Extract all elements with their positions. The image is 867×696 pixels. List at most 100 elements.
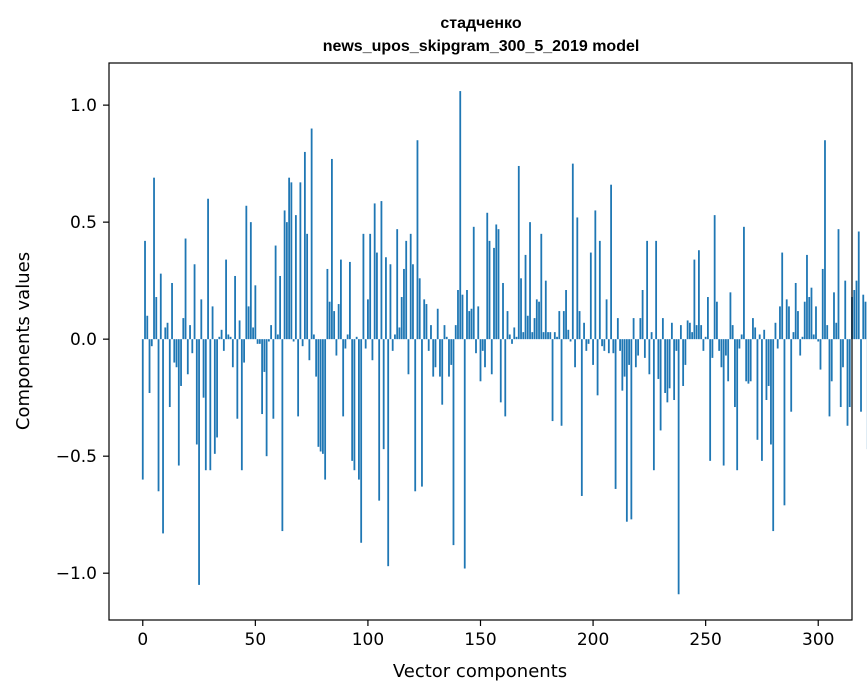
bar (722, 339, 725, 466)
bar (373, 203, 376, 340)
bar (506, 311, 509, 340)
y-tick-label: −1.0 (56, 564, 97, 584)
bar (220, 329, 223, 340)
bar (632, 318, 635, 340)
bar (283, 210, 286, 340)
plot-area-frame (108, 62, 853, 621)
bar (623, 339, 626, 377)
bar (198, 339, 200, 585)
bar (614, 339, 617, 489)
bar (308, 339, 311, 361)
bar (301, 339, 304, 347)
bar (657, 339, 660, 379)
bar (578, 311, 581, 340)
bar (164, 327, 167, 340)
bar (421, 339, 423, 487)
bar (619, 339, 621, 351)
bar (288, 177, 291, 340)
bar (385, 257, 387, 340)
bar (853, 290, 856, 340)
bar (209, 339, 212, 471)
bar (466, 290, 468, 340)
bar (166, 322, 169, 340)
bar (810, 287, 813, 340)
bar (864, 301, 867, 340)
bar (520, 278, 522, 340)
bar (495, 224, 498, 340)
bar (596, 339, 599, 396)
bar (211, 306, 214, 340)
x-tick-label: 50 (245, 630, 267, 650)
bar (236, 339, 239, 419)
bar (222, 339, 225, 351)
chart-subtitle: news_upos_skipgram_300_5_2019 model (323, 38, 640, 55)
bar (747, 339, 750, 384)
bar (731, 325, 734, 340)
bar (756, 339, 759, 440)
bar (612, 339, 615, 354)
bar (646, 240, 649, 340)
bar (432, 339, 435, 377)
bar (533, 318, 536, 340)
bar (184, 238, 187, 340)
bar (562, 311, 565, 340)
bar (522, 332, 525, 340)
bar (842, 339, 844, 368)
bar (718, 339, 721, 351)
bar (204, 339, 207, 471)
bar (792, 332, 795, 340)
bar (344, 339, 347, 349)
bar (439, 339, 441, 377)
x-tick-label: 0 (137, 630, 148, 650)
bar (303, 151, 306, 340)
bar (688, 322, 691, 340)
bar (511, 339, 513, 344)
bar (551, 339, 554, 422)
bar (605, 299, 608, 340)
bar (407, 339, 410, 375)
bar (535, 299, 538, 340)
bar (821, 268, 824, 340)
bar (839, 339, 842, 408)
bar (727, 339, 730, 382)
bar (835, 322, 838, 340)
x-axis-label: Vector components (393, 661, 567, 682)
bar (157, 339, 160, 492)
bar (603, 339, 606, 351)
bar (583, 322, 585, 340)
bar (587, 339, 590, 344)
bar (826, 325, 829, 340)
bar (713, 215, 716, 340)
bar (328, 301, 331, 340)
bar (531, 332, 534, 340)
bar (175, 339, 178, 368)
bar (168, 339, 171, 408)
bar (817, 339, 820, 342)
bar (261, 339, 263, 415)
bar (387, 339, 390, 567)
bar (463, 339, 466, 569)
bar (162, 339, 164, 534)
bar (155, 297, 158, 340)
bar (788, 306, 790, 340)
bar (317, 339, 320, 447)
bar (144, 240, 146, 340)
bar (729, 292, 732, 340)
x-axis-ticks: 0 50 100 150 200 250 300 (137, 620, 834, 650)
bar (761, 339, 763, 461)
bar (234, 275, 236, 340)
bar (353, 339, 356, 471)
bar (490, 339, 493, 375)
bar (405, 240, 408, 340)
bar (725, 339, 727, 356)
bar (855, 280, 858, 340)
bar (700, 325, 703, 340)
bar (227, 334, 230, 340)
bar (743, 226, 745, 340)
bar (141, 339, 144, 480)
bars-group (141, 91, 867, 595)
bar (249, 222, 252, 340)
bar (229, 336, 232, 340)
bar (634, 339, 637, 368)
bar (790, 339, 793, 412)
